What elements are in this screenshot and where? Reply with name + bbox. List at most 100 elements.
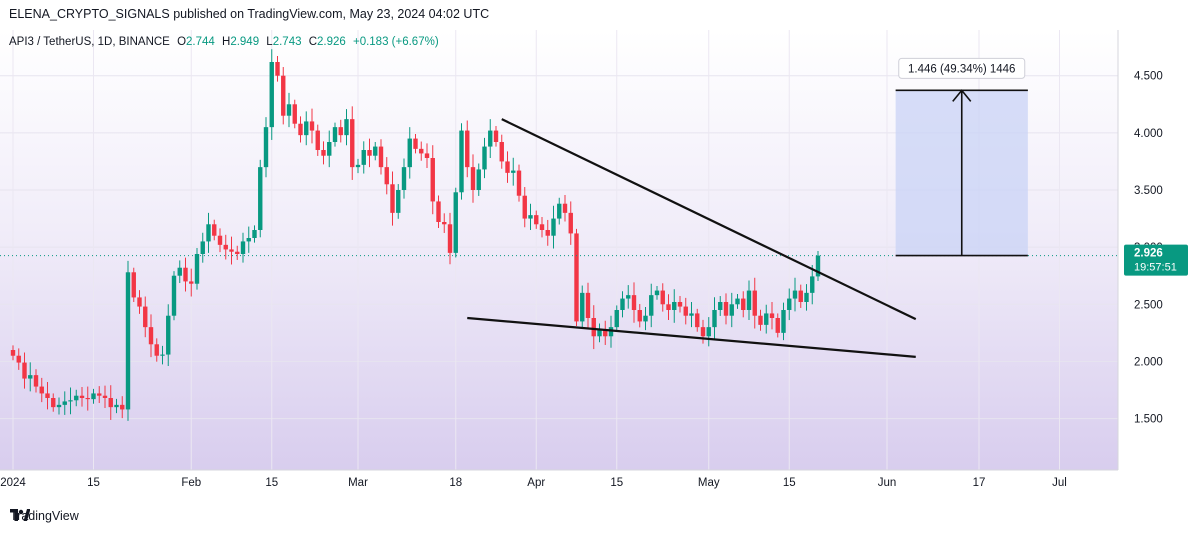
- candle: [775, 318, 780, 333]
- candle: [712, 310, 717, 328]
- candle: [522, 195, 527, 219]
- candle: [79, 395, 85, 398]
- candle: [758, 315, 763, 325]
- candle: [781, 310, 786, 333]
- candle: [626, 295, 631, 299]
- candle: [407, 138, 412, 168]
- candle: [413, 138, 418, 149]
- candle: [10, 350, 16, 356]
- candle: [608, 327, 614, 337]
- candle: [654, 290, 660, 296]
- candle: [200, 241, 205, 254]
- candle: [396, 190, 401, 213]
- candle: [143, 306, 148, 328]
- candle: [160, 354, 165, 356]
- symbol-title[interactable]: API3 / TetherUS, 1D, BINANCE: [9, 36, 170, 48]
- candle: [804, 292, 809, 302]
- symbol-legend: API3 / TetherUS, 1D, BINANCE O2.744 H2.9…: [9, 36, 439, 48]
- candle: [729, 304, 734, 316]
- candle: [108, 398, 113, 408]
- chart-frame[interactable]: 1.446 (49.34%) 1446 1.5002.0002.5003.000…: [0, 30, 1200, 501]
- candle: [206, 224, 211, 242]
- candle: [68, 400, 73, 402]
- high-label: H: [222, 36, 231, 48]
- y-tick-label: 2.000: [1134, 356, 1163, 368]
- candle: [488, 130, 493, 147]
- candle: [752, 290, 757, 316]
- candle: [534, 215, 539, 225]
- candle: [51, 398, 56, 408]
- drawings[interactable]: 1.446 (49.34%) 1446: [0, 57, 1118, 358]
- candle: [764, 313, 769, 325]
- candle: [240, 241, 246, 254]
- candle: [85, 398, 90, 400]
- change-value: +0.183 (+6.67%): [352, 36, 439, 48]
- x-tick-label: Apr: [527, 477, 545, 489]
- candle: [114, 404, 119, 408]
- candle: [22, 362, 27, 379]
- price-tag-countdown: 19:57:51: [1134, 262, 1177, 274]
- candle: [97, 393, 102, 396]
- candle: [683, 306, 688, 316]
- candle: [194, 254, 200, 284]
- open-label: O: [177, 36, 187, 48]
- price-chart[interactable]: 1.446 (49.34%) 1446 1.5002.0002.5003.000…: [0, 30, 1200, 501]
- candle: [637, 310, 642, 322]
- candle: [580, 292, 585, 322]
- candle: [292, 104, 297, 124]
- candle: [574, 233, 579, 322]
- x-tick-label: 15: [610, 477, 623, 489]
- candle: [131, 272, 136, 298]
- candle: [56, 404, 62, 408]
- y-tick-label: 4.500: [1134, 71, 1163, 83]
- price-tag: [1124, 244, 1188, 276]
- candle: [436, 201, 441, 222]
- candle: [666, 304, 671, 310]
- x-tick-label: 15: [265, 477, 278, 489]
- candle: [643, 315, 648, 322]
- candle: [275, 62, 280, 76]
- candle: [373, 146, 378, 156]
- candle: [281, 75, 286, 116]
- candle: [591, 318, 596, 337]
- candle: [45, 393, 50, 398]
- candle: [125, 272, 131, 410]
- candle: [332, 127, 338, 142]
- candle: [620, 298, 625, 310]
- candle: [798, 290, 803, 302]
- y-tick-label: 3.500: [1134, 185, 1163, 197]
- candle: [689, 313, 694, 316]
- candle: [528, 215, 533, 219]
- candle: [746, 290, 752, 310]
- x-tick-label: 2024: [0, 477, 26, 489]
- candle: [355, 164, 361, 168]
- candle: [229, 249, 234, 252]
- candle: [597, 329, 602, 337]
- x-tick-label: 15: [87, 477, 100, 489]
- candle: [465, 130, 470, 168]
- candle: [505, 161, 510, 173]
- candles: [10, 49, 821, 421]
- candle: [137, 297, 142, 307]
- candle: [476, 169, 481, 190]
- candle: [516, 170, 522, 196]
- high-value: 2.949: [230, 36, 260, 48]
- candle: [367, 150, 372, 156]
- x-tick-label: 18: [449, 477, 462, 489]
- candle: [246, 238, 251, 242]
- candle: [499, 142, 504, 162]
- candle: [695, 313, 700, 328]
- candle: [235, 251, 240, 254]
- candle: [631, 295, 637, 310]
- axes: 1.5002.0002.5003.0003.5004.0004.50020241…: [0, 30, 1188, 489]
- candle: [217, 235, 223, 245]
- candle: [568, 212, 573, 234]
- footer: TradingView: [10, 509, 79, 523]
- candle: [338, 127, 343, 136]
- candle: [447, 224, 453, 253]
- candle: [74, 395, 79, 401]
- candle: [344, 119, 349, 136]
- candle: [33, 375, 39, 387]
- candle: [424, 153, 430, 158]
- candle: [390, 184, 395, 213]
